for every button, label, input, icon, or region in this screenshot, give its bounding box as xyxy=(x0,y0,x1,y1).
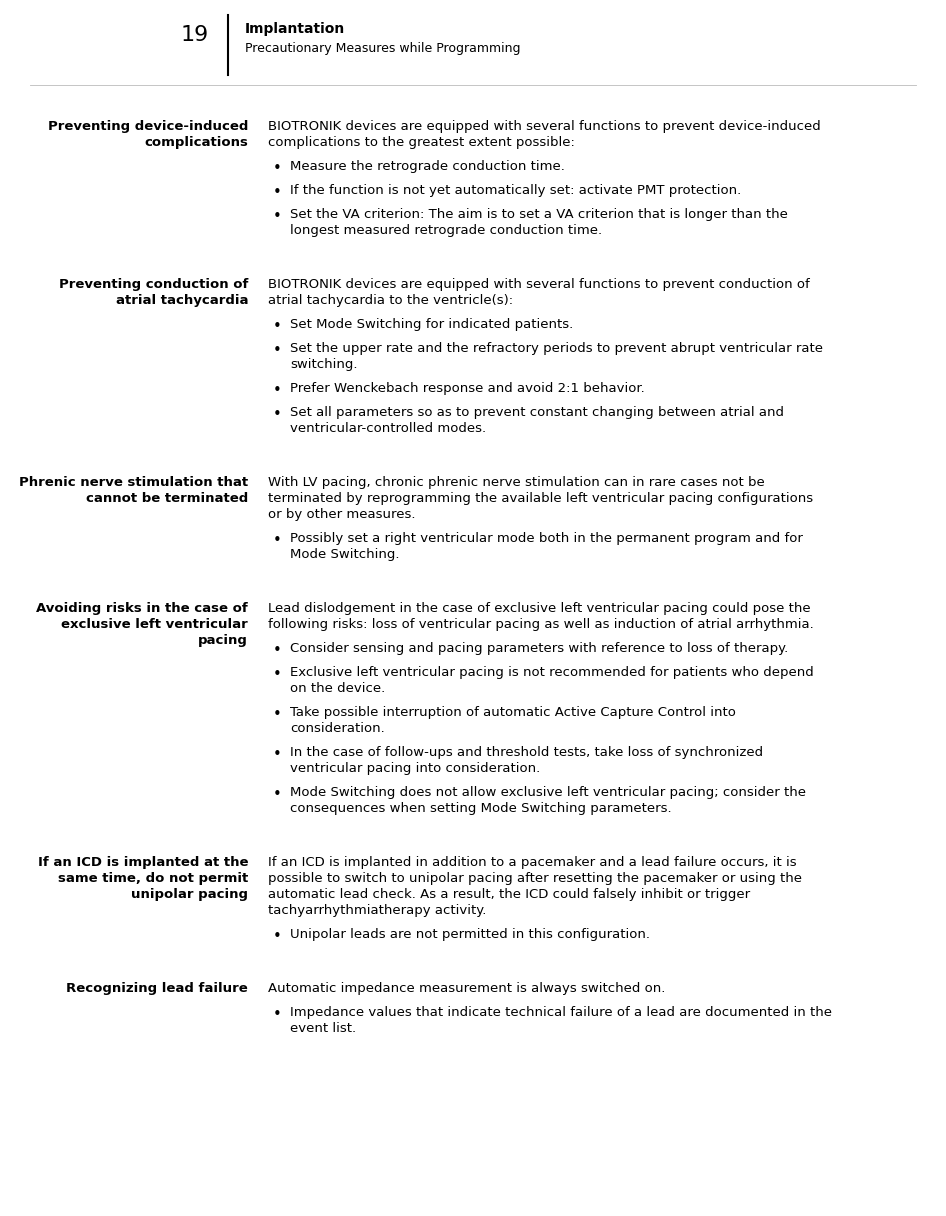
Text: •: • xyxy=(273,787,282,803)
Text: •: • xyxy=(273,185,282,199)
Text: •: • xyxy=(273,706,282,722)
Text: •: • xyxy=(273,161,282,176)
Text: •: • xyxy=(273,643,282,658)
Text: Impedance values that indicate technical failure of a lead are documented in the: Impedance values that indicate technical… xyxy=(290,1006,832,1019)
Text: terminated by reprogramming the available left ventricular pacing configurations: terminated by reprogramming the availabl… xyxy=(268,492,814,505)
Text: Mode Switching does not allow exclusive left ventricular pacing; consider the: Mode Switching does not allow exclusive … xyxy=(290,786,806,799)
Text: consequences when setting Mode Switching parameters.: consequences when setting Mode Switching… xyxy=(290,803,672,815)
Text: •: • xyxy=(273,747,282,762)
Text: atrial tachycardia to the ventricle(s):: atrial tachycardia to the ventricle(s): xyxy=(268,294,513,306)
Text: Set Mode Switching for indicated patients.: Set Mode Switching for indicated patient… xyxy=(290,319,573,331)
Text: automatic lead check. As a result, the ICD could falsely inhibit or trigger: automatic lead check. As a result, the I… xyxy=(268,888,750,901)
Text: BIOTRONIK devices are equipped with several functions to prevent device-induced: BIOTRONIK devices are equipped with seve… xyxy=(268,120,821,133)
Text: 19: 19 xyxy=(181,26,209,45)
Text: longest measured retrograde conduction time.: longest measured retrograde conduction t… xyxy=(290,224,602,237)
Text: •: • xyxy=(273,383,282,398)
Text: Lead dislodgement in the case of exclusive left ventricular pacing could pose th: Lead dislodgement in the case of exclusi… xyxy=(268,602,811,615)
Text: Take possible interruption of automatic Active Capture Control into: Take possible interruption of automatic … xyxy=(290,706,736,719)
Text: event list.: event list. xyxy=(290,1021,356,1035)
Text: •: • xyxy=(273,668,282,682)
Text: •: • xyxy=(273,1007,282,1021)
Text: Avoiding risks in the case of: Avoiding risks in the case of xyxy=(36,602,248,615)
Text: In the case of follow-ups and threshold tests, take loss of synchronized: In the case of follow-ups and threshold … xyxy=(290,745,763,759)
Text: Possibly set a right ventricular mode both in the permanent program and for: Possibly set a right ventricular mode bo… xyxy=(290,533,803,545)
Text: Phrenic nerve stimulation that: Phrenic nerve stimulation that xyxy=(19,475,248,489)
Text: complications to the greatest extent possible:: complications to the greatest extent pos… xyxy=(268,136,575,150)
Text: If an ICD is implanted in addition to a pacemaker and a lead failure occurs, it : If an ICD is implanted in addition to a … xyxy=(268,856,797,869)
Text: Measure the retrograde conduction time.: Measure the retrograde conduction time. xyxy=(290,161,565,173)
Text: Preventing device-induced: Preventing device-induced xyxy=(47,120,248,133)
Text: Preventing conduction of: Preventing conduction of xyxy=(59,278,248,291)
Text: Mode Switching.: Mode Switching. xyxy=(290,548,399,561)
Text: Set all parameters so as to prevent constant changing between atrial and: Set all parameters so as to prevent cons… xyxy=(290,406,784,420)
Text: Set the upper rate and the refractory periods to prevent abrupt ventricular rate: Set the upper rate and the refractory pe… xyxy=(290,342,823,355)
Text: pacing: pacing xyxy=(198,634,248,647)
Text: If an ICD is implanted at the: If an ICD is implanted at the xyxy=(38,856,248,869)
Text: Unipolar leads are not permitted in this configuration.: Unipolar leads are not permitted in this… xyxy=(290,928,650,941)
Text: Set the VA criterion: The aim is to set a VA criterion that is longer than the: Set the VA criterion: The aim is to set … xyxy=(290,208,788,221)
Text: consideration.: consideration. xyxy=(290,722,385,734)
Text: on the device.: on the device. xyxy=(290,682,385,696)
Text: BIOTRONIK devices are equipped with several functions to prevent conduction of: BIOTRONIK devices are equipped with seve… xyxy=(268,278,810,291)
Text: •: • xyxy=(273,533,282,548)
Text: Prefer Wenckebach response and avoid 2:1 behavior.: Prefer Wenckebach response and avoid 2:1… xyxy=(290,382,645,395)
Text: •: • xyxy=(273,319,282,334)
Text: cannot be terminated: cannot be terminated xyxy=(86,492,248,505)
Text: tachyarrhythmiatherapy activity.: tachyarrhythmiatherapy activity. xyxy=(268,903,486,917)
Text: ventricular pacing into consideration.: ventricular pacing into consideration. xyxy=(290,762,540,775)
Text: possible to switch to unipolar pacing after resetting the pacemaker or using the: possible to switch to unipolar pacing af… xyxy=(268,872,802,885)
Text: Implantation: Implantation xyxy=(245,22,345,36)
Text: •: • xyxy=(273,209,282,224)
Text: Recognizing lead failure: Recognizing lead failure xyxy=(66,983,248,995)
Text: With LV pacing, chronic phrenic nerve stimulation can in rare cases not be: With LV pacing, chronic phrenic nerve st… xyxy=(268,475,764,489)
Text: ventricular-controlled modes.: ventricular-controlled modes. xyxy=(290,422,486,435)
Text: Consider sensing and pacing parameters with reference to loss of therapy.: Consider sensing and pacing parameters w… xyxy=(290,642,788,655)
Text: •: • xyxy=(273,929,282,944)
Text: or by other measures.: or by other measures. xyxy=(268,508,415,520)
Text: Exclusive left ventricular pacing is not recommended for patients who depend: Exclusive left ventricular pacing is not… xyxy=(290,666,814,679)
Text: •: • xyxy=(273,407,282,422)
Text: switching.: switching. xyxy=(290,358,358,371)
Text: Precautionary Measures while Programming: Precautionary Measures while Programming xyxy=(245,43,520,55)
Text: •: • xyxy=(273,343,282,358)
Text: following risks: loss of ventricular pacing as well as induction of atrial arrhy: following risks: loss of ventricular pac… xyxy=(268,618,814,631)
Text: exclusive left ventricular: exclusive left ventricular xyxy=(61,618,248,631)
Text: same time, do not permit: same time, do not permit xyxy=(58,872,248,885)
Text: If the function is not yet automatically set: activate PMT protection.: If the function is not yet automatically… xyxy=(290,184,742,197)
Text: Automatic impedance measurement is always switched on.: Automatic impedance measurement is alway… xyxy=(268,983,665,995)
Text: complications: complications xyxy=(144,136,248,150)
Text: atrial tachycardia: atrial tachycardia xyxy=(115,294,248,306)
Text: unipolar pacing: unipolar pacing xyxy=(131,888,248,901)
